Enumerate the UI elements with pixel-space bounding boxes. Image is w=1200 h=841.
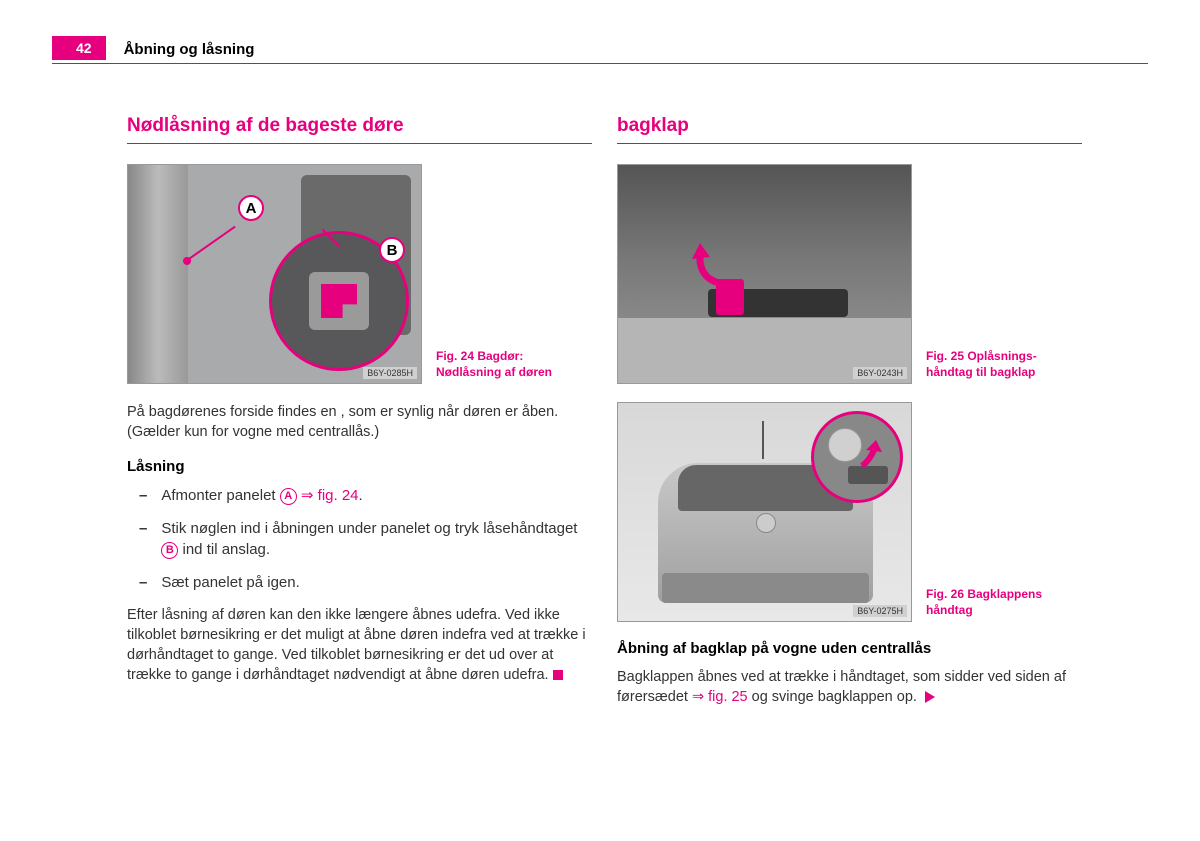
figure-25-ref: B6Y-0243H — [853, 367, 907, 379]
callout-line-a — [185, 226, 235, 262]
handle-detail-shape — [848, 466, 888, 484]
up-arrow-icon — [852, 438, 882, 468]
figure-26-row: B6Y-0275H Fig. 26 Bagklappens håndtag — [617, 402, 1082, 622]
curved-arrow-icon — [688, 239, 738, 289]
step-2-pre: Stik nøglen ind i åbningen under panelet… — [161, 520, 577, 537]
figure-24-row: A B B6Y-0285H Fig. 24 Bagdør: Nødlåsning… — [127, 164, 592, 384]
end-marker-icon — [553, 670, 563, 680]
step-1-content: Afmonter panelet A ⇒ fig. 24. — [161, 485, 362, 506]
step-2: – Stik nøglen ind i åbningen under panel… — [127, 518, 592, 560]
left-intro-text: På bagdørenes forside findes en , som er… — [127, 402, 592, 442]
detail-circle — [811, 411, 903, 503]
fig-24-link[interactable]: fig. 24 — [318, 487, 359, 504]
figure-26-image: B6Y-0275H — [617, 402, 912, 622]
dash-icon: – — [139, 518, 147, 560]
left-para-2-text: Efter låsning af døren kan den ikke læng… — [127, 607, 586, 683]
step-3: – Sæt panelet på igen. — [127, 572, 592, 593]
right-heading-rule — [617, 143, 1082, 144]
antenna-shape — [762, 421, 764, 459]
label-a-icon: A — [238, 195, 264, 221]
emblem-shape — [756, 513, 776, 533]
left-column: Nødlåsning af de bageste døre A B B6Y-02… — [127, 115, 592, 701]
figure-26-ref: B6Y-0275H — [853, 605, 907, 617]
continue-arrow-icon — [925, 691, 935, 703]
figure-25-caption: Fig. 25 Oplåsnings­håndtag til bagklap — [926, 348, 1076, 384]
figure-24-ref: B6Y-0285H — [363, 367, 417, 379]
section-title: Åbning og låsning — [124, 41, 255, 60]
arrow-icon: ⇒ — [692, 689, 708, 705]
right-heading: bagklap — [617, 115, 1082, 137]
header-rule — [52, 63, 1148, 64]
step-1-post: . — [359, 487, 363, 504]
right-column: bagklap B6Y-0243H Fig. 25 Oplåsnings­hån… — [617, 115, 1082, 723]
bumper-shape — [662, 573, 869, 603]
step-1-pre: Afmonter panelet — [161, 487, 279, 504]
page-header: 42 Åbning og låsning — [52, 36, 254, 60]
label-b-icon: B — [379, 237, 405, 263]
step-1: – Afmonter panelet A ⇒ fig. 24. — [127, 485, 592, 506]
left-subhead: Låsning — [127, 458, 592, 475]
right-para-1-post: og svinge bagklappen op. — [748, 689, 917, 705]
arrow-icon: ⇒ — [297, 487, 318, 504]
right-para-1: Bagklappen åbnes ved at trække i håndtag… — [617, 667, 1082, 707]
fig-25-link[interactable]: fig. 25 — [708, 689, 748, 705]
figure-25-image: B6Y-0243H — [617, 164, 912, 384]
dash-icon: – — [139, 485, 147, 506]
letter-a-icon: A — [280, 488, 297, 505]
dash-icon: – — [139, 572, 147, 593]
step-2-post: ind til anslag. — [178, 541, 270, 558]
figure-25-row: B6Y-0243H Fig. 25 Oplåsnings­håndtag til… — [617, 164, 1082, 384]
step-2-content: Stik nøglen ind i åbningen under panelet… — [161, 518, 592, 560]
step-3-text: Sæt panelet på igen. — [161, 572, 299, 593]
figure-24-caption: Fig. 24 Bagdør: Nødlåsning af døren — [436, 348, 586, 384]
page-number-box: 42 — [52, 36, 106, 60]
figure-26-caption: Fig. 26 Bagklappens håndtag — [926, 586, 1076, 622]
left-heading-rule — [127, 143, 592, 144]
left-heading: Nødlåsning af de bageste døre — [127, 115, 592, 137]
door-frame-shape — [128, 165, 188, 383]
figure-24-image: A B B6Y-0285H — [127, 164, 422, 384]
letter-b-icon: B — [161, 542, 178, 559]
right-subhead: Åbning af bagklap på vogne uden centrall… — [617, 640, 1082, 657]
left-para-2: Efter låsning af døren kan den ikke læng… — [127, 605, 592, 685]
